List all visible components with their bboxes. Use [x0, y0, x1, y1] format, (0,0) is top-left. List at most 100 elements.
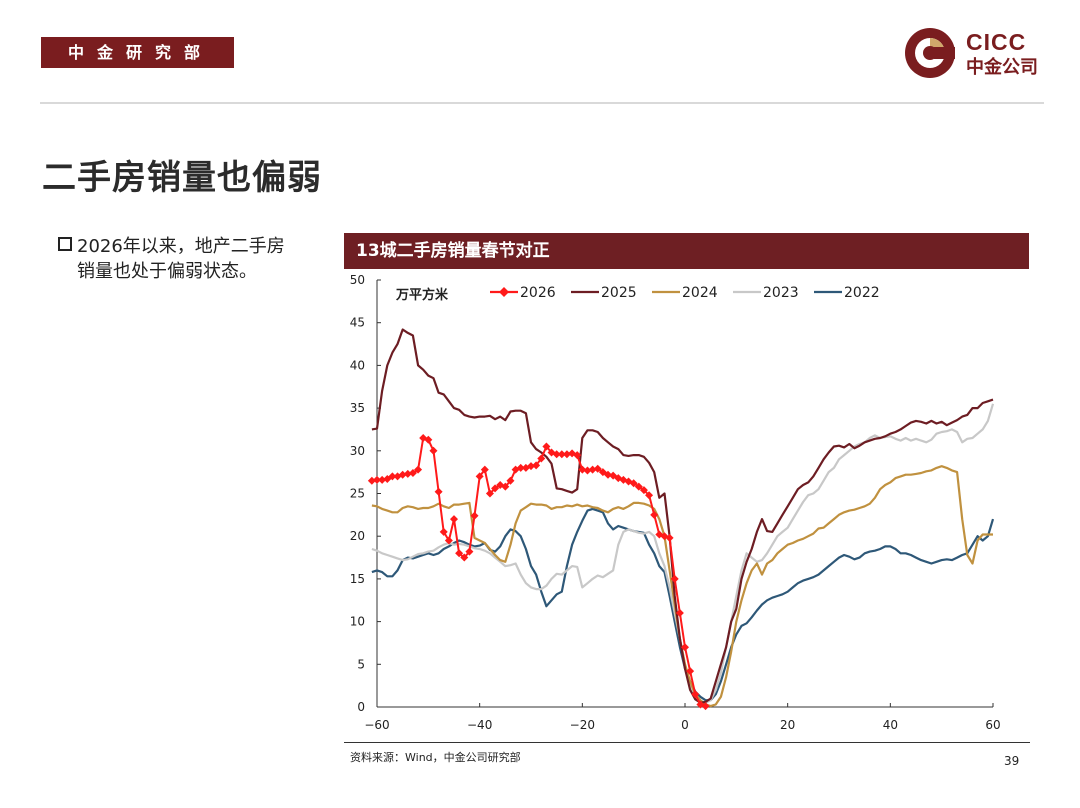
- point-2026: [393, 472, 402, 481]
- point-2026: [583, 466, 592, 475]
- x-tick-label: 20: [780, 718, 795, 732]
- point-2026: [675, 609, 684, 618]
- chart-legend: 万平方米 2026 2025 2024 2023 2022: [395, 285, 880, 303]
- legend-label-2025: 2025: [601, 285, 637, 301]
- cicc-logo-icon: [905, 28, 955, 78]
- point-2026: [521, 463, 530, 472]
- point-2026: [645, 491, 654, 500]
- y-tick-label: 5: [357, 657, 365, 671]
- y-tick-label: 40: [350, 358, 365, 372]
- x-tick-label: 0: [681, 718, 689, 732]
- y-tick-label: 10: [350, 615, 365, 629]
- point-2026: [434, 487, 443, 496]
- point-2026: [542, 442, 551, 451]
- point-2026: [686, 667, 695, 676]
- point-2026: [496, 480, 505, 489]
- point-2026: [424, 435, 433, 444]
- point-2026: [619, 475, 628, 484]
- point-2026: [388, 472, 397, 481]
- point-2026: [537, 454, 546, 463]
- footer-divider: [344, 742, 1030, 743]
- legend-label-2023: 2023: [763, 285, 799, 301]
- point-2026: [491, 484, 500, 493]
- bullet-point: 2026年以来，地产二手房 销量也处于偏弱状态。: [58, 234, 328, 284]
- point-2026: [367, 476, 376, 485]
- x-tick-label: 40: [883, 718, 898, 732]
- point-2026: [485, 489, 494, 498]
- square-bullet-icon: [58, 237, 72, 251]
- unit-label: 万平方米: [395, 287, 449, 303]
- header-divider: [40, 102, 1044, 104]
- point-2026: [593, 464, 602, 473]
- y-tick-label: 15: [350, 572, 365, 586]
- point-2026: [588, 465, 597, 474]
- logo-text-en: CICC: [966, 29, 1027, 55]
- point-2026: [414, 465, 423, 474]
- y-tick-label: 30: [350, 444, 365, 458]
- point-2026: [465, 547, 474, 556]
- legend-label-2026: 2026: [520, 285, 556, 301]
- point-2026: [552, 450, 561, 459]
- x-tick-label: −60: [364, 718, 389, 732]
- logo-text-cn: 中金公司: [966, 57, 1038, 78]
- point-2026: [655, 530, 664, 539]
- point-2026: [557, 450, 566, 459]
- point-2026: [439, 527, 448, 536]
- point-2026: [516, 463, 525, 472]
- page-title: 二手房销量也偏弱: [42, 158, 322, 198]
- point-2026: [670, 574, 679, 583]
- point-2026: [578, 465, 587, 474]
- point-2026: [403, 469, 412, 478]
- chart-title-bar: 13城二手房销量春节对正: [344, 233, 1029, 269]
- page-number: 39: [1004, 754, 1020, 768]
- x-tick-label: 60: [985, 718, 1000, 732]
- point-2026: [506, 476, 515, 485]
- y-tick-label: 35: [350, 401, 365, 415]
- point-2026: [373, 475, 381, 484]
- point-2026: [455, 549, 464, 558]
- point-2026: [532, 461, 541, 470]
- point-2026: [470, 511, 479, 520]
- y-tick-label: 0: [357, 700, 365, 714]
- point-2026: [408, 469, 417, 478]
- point-2026: [444, 536, 453, 545]
- point-2026: [701, 702, 710, 711]
- legend-marker-2026: [499, 287, 509, 297]
- y-tick-label: 25: [350, 487, 365, 501]
- y-tick-label: 20: [350, 529, 365, 543]
- point-2026: [398, 470, 407, 479]
- point-2026: [665, 533, 674, 542]
- point-2026: [378, 475, 387, 484]
- legend-label-2024: 2024: [682, 285, 718, 301]
- chart-series: [367, 328, 995, 711]
- x-tick-label: −20: [570, 718, 595, 732]
- point-2026: [450, 515, 458, 524]
- x-tick-label: −40: [467, 718, 492, 732]
- bullet-line-2: 销量也处于偏弱状态。: [77, 261, 257, 282]
- point-2026: [634, 482, 643, 491]
- point-2026: [475, 472, 484, 481]
- legend-label-2022: 2022: [844, 285, 880, 301]
- point-2026: [691, 690, 700, 699]
- y-tick-label: 50: [350, 273, 365, 287]
- point-2026: [429, 446, 438, 455]
- point-2026: [480, 465, 489, 474]
- point-2026: [460, 553, 469, 562]
- department-badge: 中金研究部: [41, 37, 234, 68]
- series-line-2024: [371, 465, 993, 708]
- y-tick-label: 45: [350, 316, 365, 330]
- point-2026: [629, 479, 638, 488]
- point-2026: [598, 468, 607, 477]
- point-2026: [681, 643, 689, 652]
- point-2026: [562, 450, 571, 459]
- point-2026: [604, 470, 612, 479]
- point-2026: [639, 486, 648, 495]
- point-2026: [501, 482, 510, 491]
- series-line-2022: [371, 507, 995, 702]
- point-2026: [527, 462, 535, 471]
- cicc-logo: CICC 中金公司: [904, 27, 1054, 83]
- series-line-2025: [371, 328, 994, 704]
- bullet-line-1: 2026年以来，地产二手房: [77, 236, 285, 257]
